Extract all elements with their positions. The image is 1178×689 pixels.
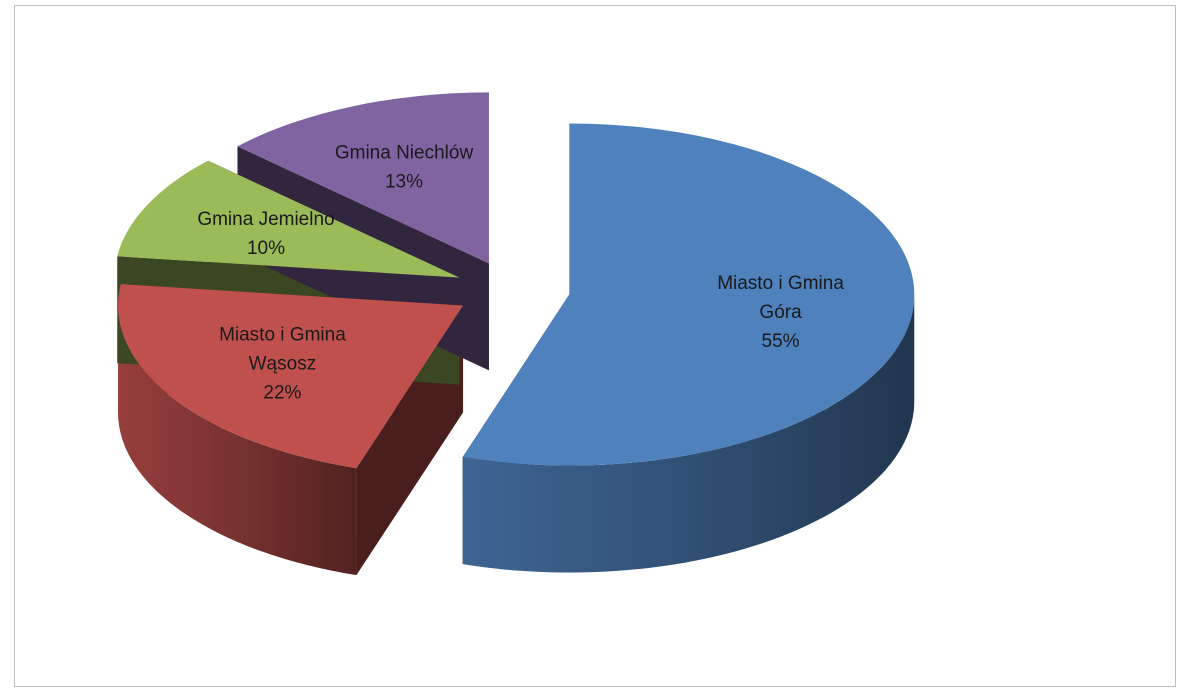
slice-gmina-jemielno: [117, 160, 460, 278]
slice-outer-wall: [118, 305, 357, 576]
data-label-gmina-niechlow: Gmina Niechlów 13%: [335, 143, 474, 193]
slice-miasto-i-gmina-wasosz: [118, 284, 464, 469]
data-label-miasto-i-gmina-gora: Miasto i Gmina Góra 55%: [717, 273, 844, 352]
slice-labels: Miasto i Gmina Góra 55% Miasto i Gmina Wąsos…: [197, 143, 844, 404]
data-label-gmina-jemielno: Gmina Jemielno 10%: [197, 209, 334, 259]
slice-tops: [117, 92, 915, 469]
slice-gmina-niechlow: [237, 92, 489, 264]
slice-outer-wall: [462, 294, 915, 573]
data-label-miasto-i-gmina-wasosz: Miasto i Gmina Wąsosz 22%: [219, 324, 346, 403]
slice-miasto-i-gmina-gora: [462, 123, 915, 466]
